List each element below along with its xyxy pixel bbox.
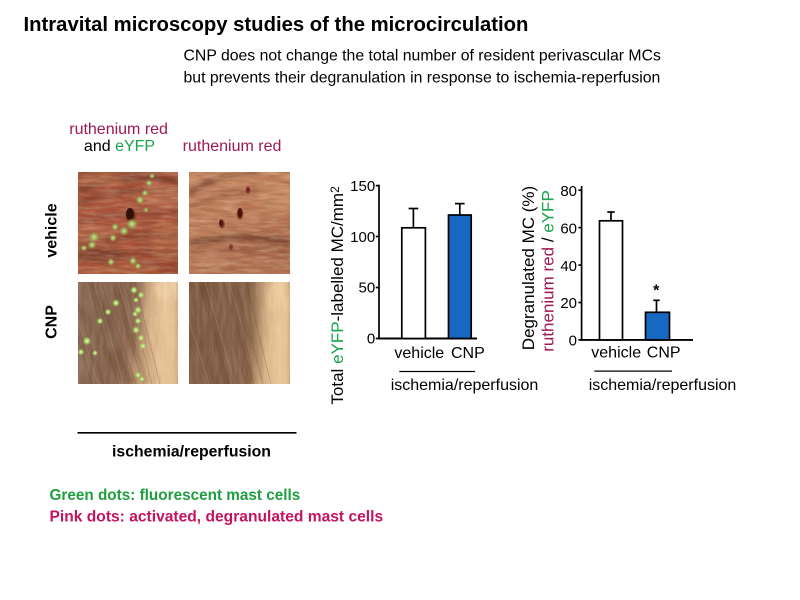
svg-text:Intravital microscopy studies: Intravital microscopy studies of the mic… — [24, 14, 529, 36]
svg-text:ischemia/reperfusion: ischemia/reperfusion — [589, 377, 737, 394]
svg-text:Degranulated MC (%): Degranulated MC (%) — [519, 186, 538, 350]
svg-text:and eYFP: and eYFP — [84, 138, 155, 155]
svg-text:Pink dots: activated, degranul: Pink dots: activated, degranulated mast … — [50, 509, 384, 526]
svg-text:100: 100 — [350, 229, 375, 246]
svg-text:CNP does not change the total: CNP does not change the total number of … — [184, 48, 661, 65]
svg-text:vehicle: vehicle — [591, 345, 641, 362]
svg-text:CNP: CNP — [451, 345, 485, 362]
svg-text:0: 0 — [367, 330, 375, 347]
svg-text:vehicle: vehicle — [44, 203, 61, 257]
svg-text:ruthenium red: ruthenium red — [69, 121, 168, 138]
svg-text:ischemia/reperfusion: ischemia/reperfusion — [112, 444, 271, 461]
svg-text:*: * — [653, 283, 660, 300]
svg-text:0: 0 — [569, 333, 577, 350]
svg-text:CNP: CNP — [647, 345, 681, 362]
svg-text:150: 150 — [350, 178, 375, 195]
svg-text:Total eYFP-labelled MC/mm2: Total eYFP-labelled MC/mm2 — [328, 186, 347, 405]
svg-text:40: 40 — [560, 258, 577, 275]
svg-text:vehicle: vehicle — [394, 345, 444, 362]
svg-text:50: 50 — [359, 280, 376, 297]
svg-text:ruthenium red: ruthenium red — [183, 138, 282, 155]
svg-text:80: 80 — [560, 183, 577, 200]
svg-text:but prevents their degranulati: but prevents their degranulation in resp… — [184, 70, 661, 87]
svg-text:CNP: CNP — [44, 305, 61, 339]
svg-text:20: 20 — [560, 295, 577, 312]
svg-text:ruthenium red / eYFP: ruthenium red / eYFP — [539, 190, 558, 352]
svg-text:Green dots: fluorescent mast c: Green dots: fluorescent mast cells — [50, 487, 301, 504]
svg-text:ischemia/reperfusion: ischemia/reperfusion — [391, 377, 539, 394]
svg-text:60: 60 — [560, 220, 577, 237]
